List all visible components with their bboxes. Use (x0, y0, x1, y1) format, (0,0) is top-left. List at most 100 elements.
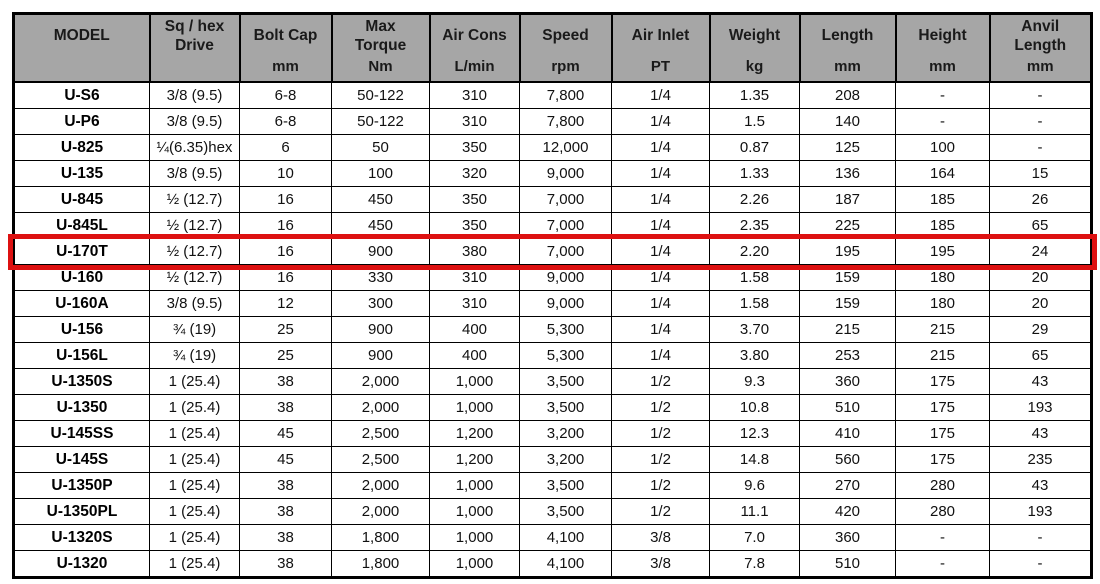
cell-height: 215 (895, 342, 990, 369)
cell-length: 510 (799, 550, 896, 578)
cell-drive: 3/8 (9.5) (149, 290, 240, 317)
cell-weight: 7.8 (709, 550, 800, 578)
cell-drive: ¾ (19) (149, 316, 240, 343)
cell-air_inlet: 3/8 (611, 550, 710, 578)
cell-air_inlet: 1/4 (611, 212, 710, 239)
column-label: MODEL (53, 27, 110, 44)
cell-air_inlet: 1/4 (611, 316, 710, 343)
column-header-inner: Air Cons L/min (431, 15, 519, 81)
cell-model: U-145S (13, 446, 150, 473)
cell-length: 195 (799, 238, 896, 265)
cell-bolt_cap: 38 (239, 550, 332, 578)
cell-air_cons: 1,200 (429, 446, 520, 473)
column-label: Air Cons (442, 27, 507, 44)
cell-air_cons: 350 (429, 212, 520, 239)
cell-max_torque: 50-122 (331, 108, 430, 135)
table-row: U-1350P 1 (25.4) 38 2,000 1,000 3,500 1/2 9.6 27… (13, 472, 1092, 499)
cell-drive: 1 (25.4) (149, 472, 240, 499)
cell-length: 270 (799, 472, 896, 499)
cell-speed: 7,000 (519, 212, 612, 239)
cell-max_torque: 2,000 (331, 368, 430, 395)
cell-speed: 5,300 (519, 316, 612, 343)
cell-length: 560 (799, 446, 896, 473)
table-row: U-845 ½ (12.7) 16 450 350 7,000 1/4 2.26 187 185 2… (13, 186, 1092, 213)
cell-speed: 3,200 (519, 446, 612, 473)
spec-table-body: U-S6 3/8 (9.5) 6-8 50-122 310 7,800 1/4 1.35 208… (13, 81, 1092, 578)
cell-model: U-845L (13, 212, 150, 239)
cell-model: U-156L (13, 342, 150, 369)
column-header-inner: Max Torque Nm (333, 15, 429, 81)
cell-speed: 3,500 (519, 472, 612, 499)
cell-model: U-1350P (13, 472, 150, 499)
cell-height: - (895, 524, 990, 551)
cell-bolt_cap: 12 (239, 290, 332, 317)
cell-weight: 2.26 (709, 186, 800, 213)
cell-anvil_length: 26 (989, 186, 1092, 213)
column-header-inner: Weight kg (711, 15, 799, 81)
cell-air_cons: 400 (429, 342, 520, 369)
cell-weight: 9.3 (709, 368, 800, 395)
table-row: U-825 ¼(6.35)hex 6 50 350 12,000 1/4 0.87 125 100… (13, 134, 1092, 161)
spec-table-header: MODEL Sq / hex Drive Bolt Cap mm Max Torque N… (12, 12, 1093, 83)
cell-drive: 3/8 (9.5) (149, 81, 240, 109)
cell-weight: 2.35 (709, 212, 800, 239)
cell-drive: 1 (25.4) (149, 368, 240, 395)
cell-air_inlet: 1/4 (611, 264, 710, 291)
cell-air_cons: 1,000 (429, 472, 520, 499)
cell-bolt_cap: 6-8 (239, 108, 332, 135)
cell-speed: 7,000 (519, 238, 612, 265)
table-row: U-P6 3/8 (9.5) 6-8 50-122 310 7,800 1/4 1.5 140-… (13, 108, 1092, 135)
cell-height: 175 (895, 394, 990, 421)
cell-max_torque: 900 (331, 342, 430, 369)
column-header-inner: Sq / hex Drive (151, 15, 239, 81)
cell-model: U-1350 (13, 394, 150, 421)
cell-speed: 3,500 (519, 394, 612, 421)
cell-height: - (895, 550, 990, 578)
table-row: U-S6 3/8 (9.5) 6-8 50-122 310 7,800 1/4 1.35 208… (13, 81, 1092, 109)
cell-anvil_length: 43 (989, 472, 1092, 499)
cell-air_cons: 310 (429, 290, 520, 317)
cell-speed: 3,500 (519, 368, 612, 395)
column-label: Speed (542, 27, 589, 44)
cell-length: 215 (799, 316, 896, 343)
cell-height: 280 (895, 498, 990, 525)
cell-bolt_cap: 16 (239, 212, 332, 239)
cell-speed: 12,000 (519, 134, 612, 161)
cell-weight: 1.35 (709, 81, 800, 109)
cell-height: 100 (895, 134, 990, 161)
cell-drive: ¾ (19) (149, 342, 240, 369)
cell-height: 195 (895, 238, 990, 265)
cell-model: U-170T (13, 238, 150, 265)
cell-air_inlet: 1/2 (611, 394, 710, 421)
cell-max_torque: 100 (331, 160, 430, 187)
cell-max_torque: 50-122 (331, 81, 430, 109)
cell-anvil_length: 20 (989, 290, 1092, 317)
cell-length: 140 (799, 108, 896, 135)
cell-drive: 1 (25.4) (149, 420, 240, 447)
cell-drive: 1 (25.4) (149, 550, 240, 578)
cell-anvil_length: 43 (989, 420, 1092, 447)
cell-weight: 3.70 (709, 316, 800, 343)
table-row: U-845L ½ (12.7) 16 450 350 7,000 1/4 2.35 225 185… (13, 212, 1092, 239)
cell-height: 280 (895, 472, 990, 499)
cell-weight: 1.58 (709, 290, 800, 317)
cell-model: U-1350S (13, 368, 150, 395)
cell-max_torque: 2,000 (331, 394, 430, 421)
cell-speed: 9,000 (519, 290, 612, 317)
cell-speed: 4,100 (519, 550, 612, 578)
cell-bolt_cap: 10 (239, 160, 332, 187)
cell-height: - (895, 108, 990, 135)
table-row: U-156 ¾ (19) 25 900 400 5,300 1/4 3.70 215 215 29 (13, 316, 1092, 343)
cell-model: U-1350PL (13, 498, 150, 525)
cell-model: U-P6 (13, 108, 150, 135)
cell-air_cons: 1,000 (429, 498, 520, 525)
cell-drive: ½ (12.7) (149, 238, 240, 265)
table-row: U-1350S 1 (25.4) 38 2,000 1,000 3,500 1/2 9.3 36… (13, 368, 1092, 395)
spec-table-container: MODEL Sq / hex Drive Bolt Cap mm Max Torque N… (12, 12, 1093, 579)
cell-length: 410 (799, 420, 896, 447)
cell-air_inlet: 1/4 (611, 134, 710, 161)
column-header-weight: Weight kg (708, 12, 801, 83)
cell-height: 175 (895, 420, 990, 447)
cell-length: 420 (799, 498, 896, 525)
cell-bolt_cap: 38 (239, 498, 332, 525)
